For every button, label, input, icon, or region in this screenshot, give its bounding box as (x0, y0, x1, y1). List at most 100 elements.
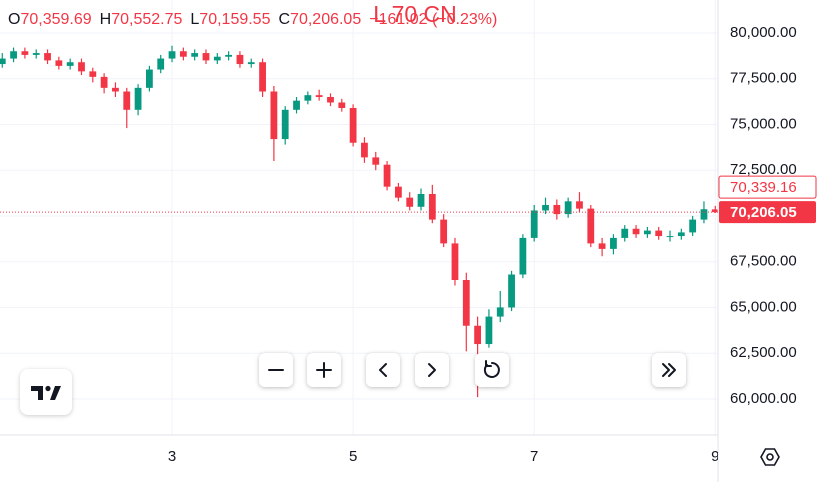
candle-body (0, 58, 6, 65)
candle-body (327, 96, 334, 103)
candle-body (100, 76, 108, 88)
candle-body (361, 142, 368, 158)
candle-body (508, 274, 515, 308)
candle-body (587, 208, 595, 244)
candle-body (112, 87, 119, 92)
candle-body (21, 51, 29, 55)
candle-body (247, 62, 255, 65)
zoom-in-button[interactable] (307, 353, 341, 387)
candle-body (225, 54, 233, 57)
candle-body (474, 325, 482, 345)
ohlc-legend: O 70,359.69 H 70,552.75 L 70,159.55 C 70,206.05… (8, 11, 497, 28)
candle-body (542, 204, 549, 211)
price-label: 70,206.05 (730, 204, 797, 221)
candle-body (451, 243, 459, 280)
candle-body (213, 56, 221, 61)
legend-value: 70,359.69 (20, 11, 91, 28)
candle-body (270, 91, 278, 140)
y-tick-label: 75,000.00 (730, 115, 797, 132)
candle-body (632, 228, 640, 235)
legend-key: H (100, 11, 112, 28)
candle-body (564, 201, 572, 215)
settings-button[interactable] (760, 448, 780, 466)
candle-body (236, 54, 244, 65)
candle-body (32, 53, 40, 55)
scroll-left-button[interactable] (366, 353, 400, 387)
candle-body (259, 62, 266, 92)
candle-body (338, 102, 346, 108)
candle-body (428, 193, 436, 220)
reset-button[interactable] (475, 353, 509, 387)
candle-body (530, 210, 538, 238)
candle-body (281, 109, 289, 140)
candle-body (689, 219, 697, 233)
x-tick-label: 5 (349, 448, 357, 465)
price-label-box (719, 201, 816, 224)
grid (0, 0, 718, 435)
candle-body (78, 62, 85, 72)
candle-body (66, 62, 74, 66)
candle-body (89, 71, 97, 77)
price-label-box (718, 175, 817, 199)
candle-body (417, 193, 425, 207)
candle-body (677, 232, 685, 237)
candle-body (394, 186, 402, 198)
candle-body (383, 164, 391, 187)
candle-body (711, 209, 718, 213)
candle-body (44, 53, 51, 61)
candle-body (610, 237, 617, 249)
candle-body (372, 157, 380, 165)
legend-value: 70,206.05 (290, 11, 361, 28)
scroll-to-end-button[interactable] (652, 353, 686, 387)
candle-body (655, 230, 663, 237)
candle-body (10, 51, 17, 59)
candle-body (123, 91, 131, 110)
candle-body (55, 60, 63, 66)
candle-body (598, 243, 606, 249)
candle-body (485, 316, 493, 345)
candle-body (304, 95, 312, 101)
candle-body (202, 53, 210, 61)
legend-value: 70,159.55 (199, 11, 270, 28)
scroll-right-button[interactable] (415, 353, 449, 387)
legend-key: L (190, 11, 199, 28)
y-tick-label: 67,500.00 (730, 253, 797, 270)
candle-body (191, 53, 199, 57)
logo[interactable] (20, 369, 72, 415)
legend-value: 70,552.75 (111, 11, 182, 28)
legend-change: −161.02 (−0.23%) (369, 11, 497, 28)
x-axis: 3 5 7 9 (168, 448, 719, 465)
y-tick-label: 80,000.00 (730, 24, 797, 41)
y-tick-label: 77,500.00 (730, 70, 797, 87)
y-tick-label: 65,000.00 (730, 298, 797, 315)
candle-body (406, 197, 414, 207)
candle-body (576, 201, 583, 209)
candle-body (496, 307, 504, 317)
zoom-out-button[interactable] (259, 353, 293, 387)
price-label: 70,339.16 (730, 179, 797, 196)
candle-body (666, 236, 674, 238)
candle-body (145, 69, 153, 88)
candle-body (440, 219, 448, 244)
candle-body (700, 209, 708, 220)
y-tick-label: 60,000.00 (730, 390, 797, 407)
candle-body (349, 107, 357, 143)
candle-body (168, 51, 176, 59)
y-tick-label: 72,500.00 (730, 161, 797, 178)
candle-body (519, 237, 527, 275)
candle-body (643, 230, 651, 235)
candle-body (553, 204, 561, 215)
y-tick-label: 62,500.00 (730, 344, 797, 361)
x-tick-label: 7 (530, 448, 538, 465)
candles (0, 45, 718, 398)
candle-body (293, 100, 300, 110)
x-tick-label: 9 (711, 448, 719, 465)
candle-body (157, 58, 165, 70)
legend-key: C (278, 11, 290, 28)
overlay-text: L 70 CN (373, 1, 457, 27)
candle-body (621, 228, 629, 238)
x-tick-label: 3 (168, 448, 176, 465)
legend-key: O (8, 11, 20, 28)
